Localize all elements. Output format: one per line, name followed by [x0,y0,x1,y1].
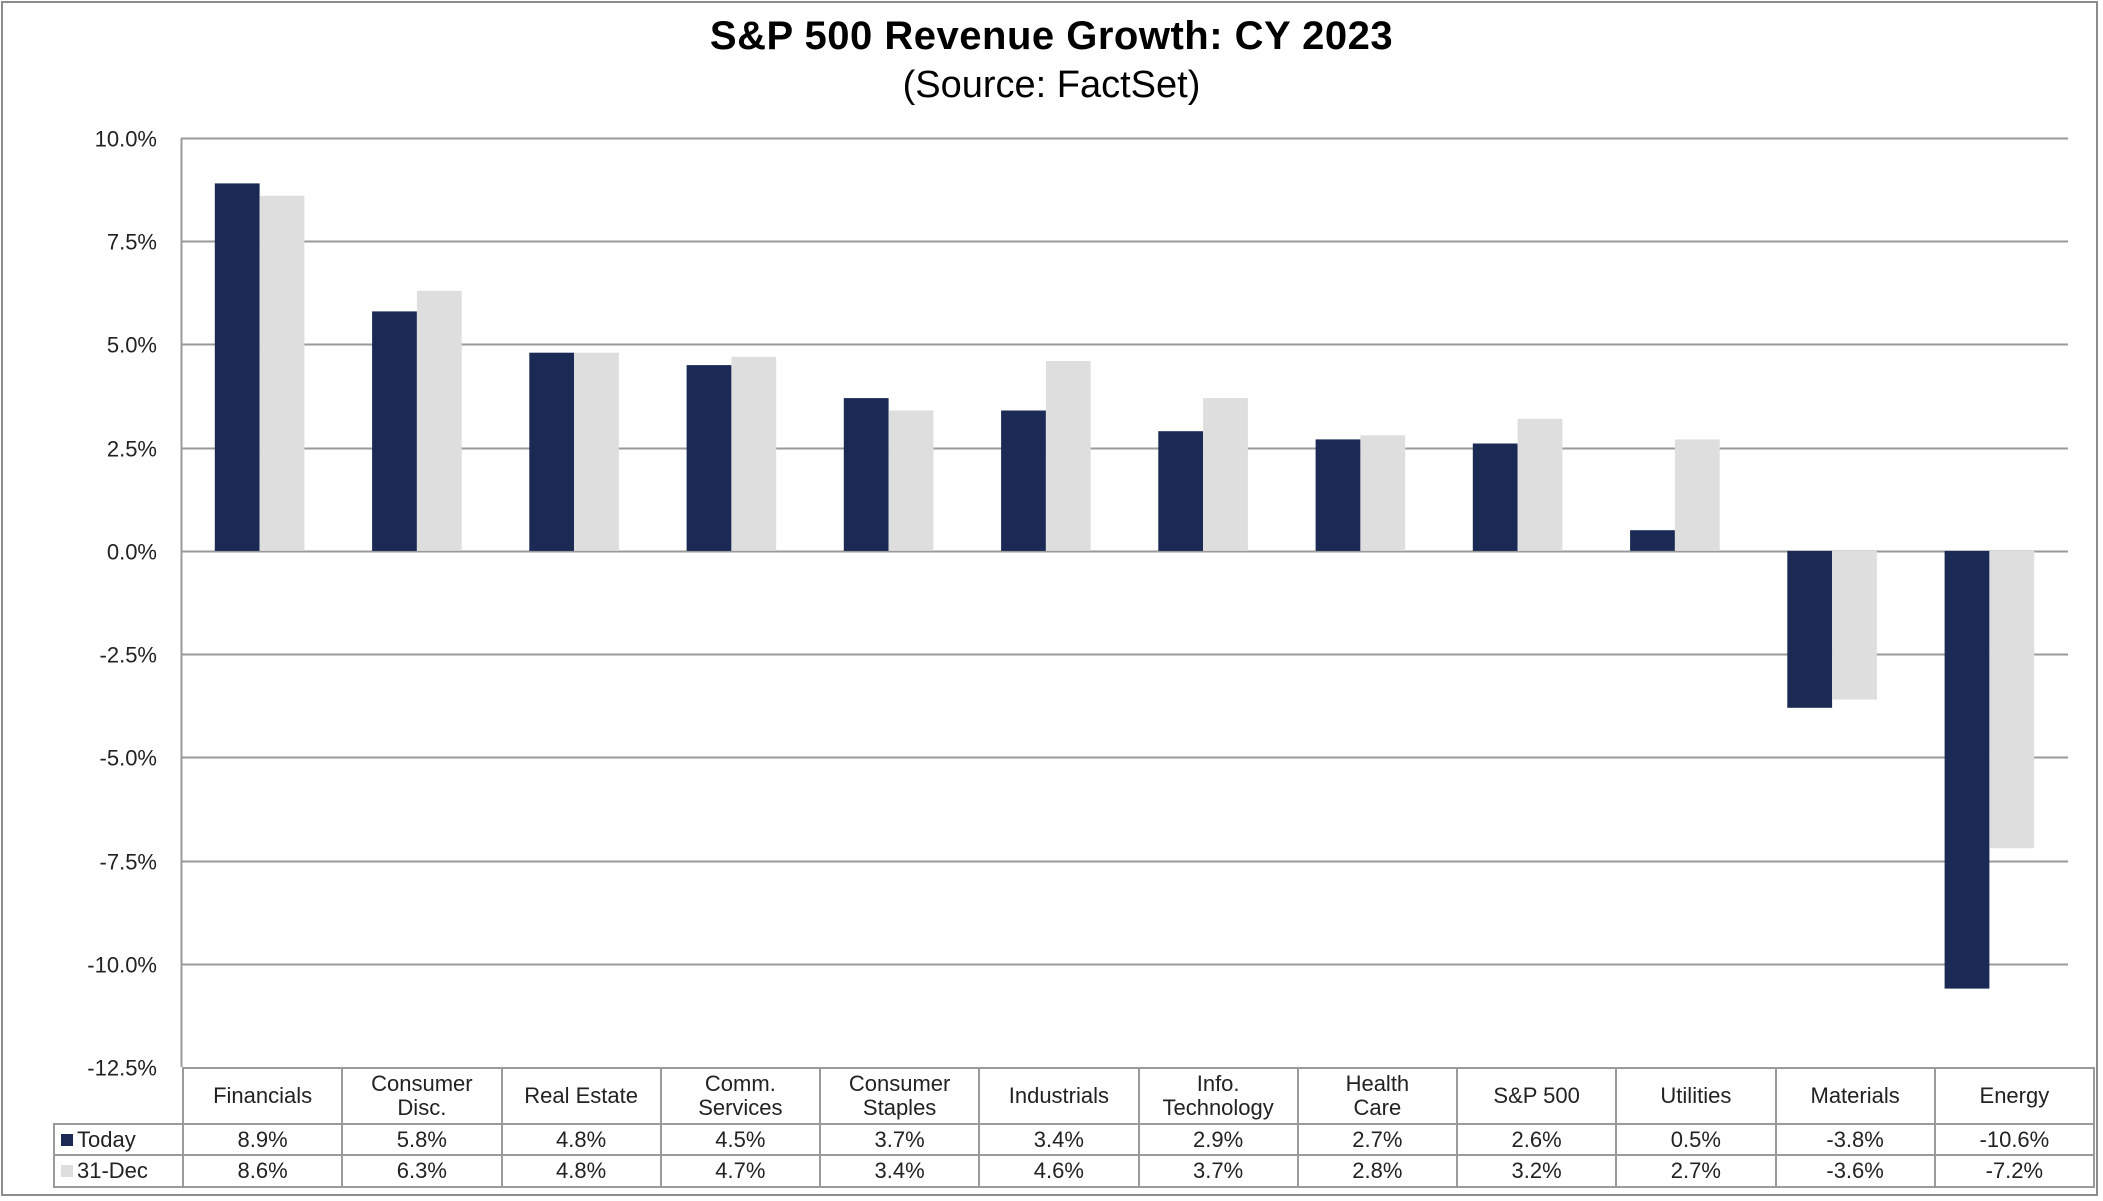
bar-today [686,365,732,551]
data-label: -3.6% [1774,1154,1936,1188]
data-label: 6.3% [341,1154,503,1188]
bar-today [1944,550,1990,989]
bar-today [214,183,260,551]
bar-today [843,398,889,551]
bar-31-dec [1674,439,1720,551]
data-label: -10.6% [1933,1123,2096,1156]
bar-31-dec [1989,550,2035,849]
category-label: Comm. Services [659,1067,822,1125]
bar-31-dec [731,356,777,551]
series-row-31-dec: 31-Dec 8.6% 6.3% 4.8% 4.7% 3.4% 4.6% 3.7% 2.8% 3.… [53,1154,2096,1188]
data-label: 3.7% [818,1123,981,1156]
legend-entry: 31-Dec [53,1154,184,1188]
bar-today [1158,431,1204,551]
legend-swatch [61,1133,73,1146]
data-label: 2.7% [1615,1154,1777,1188]
bar-31-dec [259,195,305,551]
bar-today [1630,530,1675,551]
bar-today [1472,443,1518,551]
bar-31-dec [574,352,619,551]
chart-subtitle: (Source: FactSet) [902,64,1201,106]
legend-entry: Today [53,1123,184,1156]
data-label: 8.9% [181,1123,344,1156]
data-label: 8.6% [181,1154,344,1188]
bar-31-dec [1045,361,1091,551]
y-tick-label: 10.0% [95,127,157,152]
category-label: Energy [1933,1067,2096,1125]
category-label: Materials [1774,1067,1936,1125]
y-tick-label: -10.0% [87,953,157,978]
category-label: Real Estate [500,1067,662,1125]
data-label: 5.8% [341,1123,503,1156]
bar-31-dec [1203,398,1248,551]
bar-31-dec [1360,435,1406,551]
category-label: Financials [181,1067,344,1125]
y-tick-label: -5.0% [100,746,157,771]
bar-31-dec [1832,550,1877,700]
table-corner [54,1068,184,1125]
data-label: 2.9% [1137,1123,1299,1156]
data-label: 4.8% [500,1123,662,1156]
data-label: 4.8% [500,1154,662,1188]
bar-today [529,352,575,551]
category-label: Info. Technology [1137,1067,1299,1125]
category-header-row: Financials Consumer Disc. Real Estate Comm.… [54,1067,2096,1125]
y-axis-ticks: 10.0% 7.5% 5.0% 2.5% 0.0% -2.5% -5.0% -7.5% -10.… [87,127,157,1081]
data-label: 2.8% [1296,1154,1459,1188]
bar-today [372,311,417,551]
y-tick-label: 5.0% [107,333,157,358]
bar-31-dec [416,290,462,551]
data-label: 2.6% [1455,1123,1618,1156]
data-label: 3.4% [818,1154,981,1188]
category-label: Industrials [978,1067,1140,1125]
bar-today [1001,410,1046,551]
data-label: 0.5% [1615,1123,1777,1156]
data-label: 4.6% [978,1154,1140,1188]
data-label: -3.8% [1774,1123,1936,1156]
chart-title: S&P 500 Revenue Growth: CY 2023 [709,14,1394,58]
gridlines [181,137,2068,966]
category-label: Health Care [1296,1067,1459,1125]
y-tick-label: -7.5% [100,850,157,875]
bar-today [1787,550,1833,708]
data-table: Financials Consumer Disc. Real Estate Comm.… [53,1067,2096,1188]
data-label: -7.2% [1933,1154,2096,1188]
legend-swatch [61,1165,73,1177]
bar-31-dec [1517,418,1563,551]
data-label: 4.7% [659,1154,822,1188]
data-label: 3.2% [1455,1154,1618,1188]
legend-label: 31-Dec [77,1158,148,1183]
bar-31-dec [888,410,934,551]
category-label: Consumer Staples [818,1067,981,1125]
category-label: S&P 500 [1455,1067,1618,1125]
data-label: 3.7% [1137,1154,1299,1188]
bar-today [1315,439,1361,551]
y-tick-label: 0.0% [107,540,157,565]
y-tick-label: 7.5% [107,230,157,255]
data-label: 3.4% [978,1123,1140,1156]
category-label: Consumer Disc. [341,1067,503,1125]
series-row-today: Today 8.9% 5.8% 4.8% 4.5% 3.7% 3.4% 2.9% 2.7% 2.6… [53,1123,2096,1156]
data-label: 4.5% [659,1123,822,1156]
y-tick-label: -2.5% [100,643,157,668]
legend-label: Today [77,1126,136,1152]
bars [214,183,2035,989]
y-tick-label: 2.5% [107,437,157,462]
category-label: Utilities [1615,1067,1777,1125]
data-label: 2.7% [1296,1123,1459,1156]
